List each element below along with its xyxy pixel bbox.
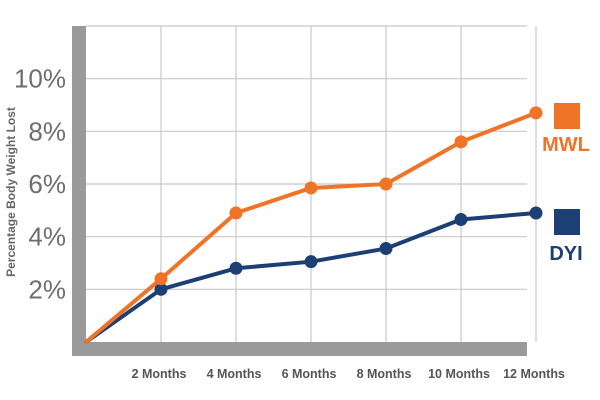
data-point-mwl (454, 135, 468, 149)
x-tick-label: 2 Months (132, 367, 187, 381)
legend-swatch-dyi (554, 209, 580, 235)
y-tick-label: 2% (28, 274, 66, 304)
data-point-mwl (529, 106, 543, 120)
data-point-mwl (379, 177, 393, 191)
y-axis-label: Percentage Body Weight Lost (4, 107, 18, 277)
y-tick-label: 6% (28, 169, 66, 199)
legend-label-mwl: MWL (542, 134, 590, 156)
x-tick-label: 8 Months (357, 367, 412, 381)
chart-legend: MWL DYI (542, 103, 590, 265)
data-point-dyi (529, 206, 543, 220)
data-point-dyi (454, 213, 468, 227)
x-axis-bar (72, 342, 527, 356)
legend-swatch-mwl (554, 103, 580, 129)
x-tick-label: 6 Months (282, 367, 337, 381)
data-point-mwl (229, 206, 243, 220)
data-point-dyi (229, 261, 243, 275)
y-tick-label: 4% (28, 222, 66, 252)
y-axis-bar (72, 26, 86, 356)
data-point-dyi (154, 282, 168, 296)
x-axis-ticks: 2 Months 4 Months 6 Months 8 Months 10 Month… (132, 367, 565, 381)
data-point-mwl (304, 181, 318, 195)
chart-axes (72, 26, 527, 356)
y-tick-label: 8% (28, 116, 66, 146)
x-tick-label: 10 Months (428, 367, 490, 381)
chart-grid (86, 25, 537, 342)
x-tick-label: 4 Months (207, 367, 262, 381)
y-tick-label: 10% (14, 64, 66, 94)
data-point-dyi (379, 242, 393, 256)
legend-label-dyi: DYI (549, 243, 582, 265)
x-tick-label: 12 Months (503, 367, 565, 381)
data-point-dyi (304, 255, 318, 269)
data-point-mwl (154, 272, 168, 286)
chart-series (84, 106, 543, 344)
y-axis-ticks: 2% 4% 6% 8% 10% (14, 64, 66, 305)
